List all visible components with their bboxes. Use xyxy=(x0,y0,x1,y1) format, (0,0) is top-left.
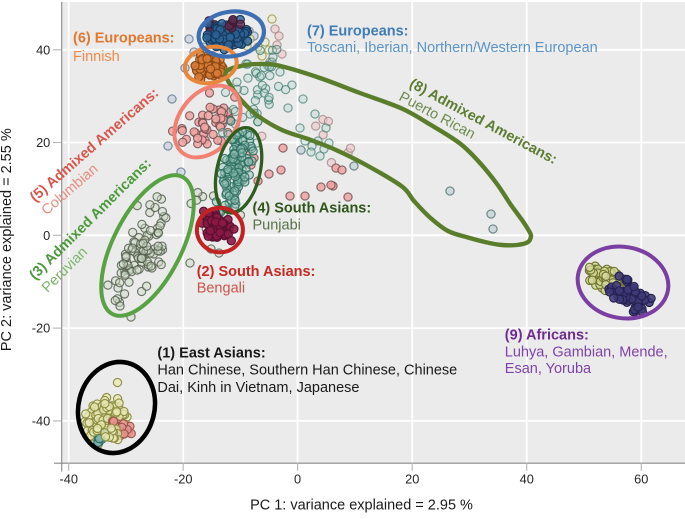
svg-text:60: 60 xyxy=(634,471,648,486)
svg-text:(1) East Asians:: (1) East Asians: xyxy=(157,345,265,361)
svg-text:-40: -40 xyxy=(32,414,51,429)
svg-text:Luhya, Gambian, Mende,: Luhya, Gambian, Mende, xyxy=(505,344,668,360)
svg-text:(2) South Asians:: (2) South Asians: xyxy=(197,264,316,280)
svg-text:Toscani, Iberian, Northern/Wes: Toscani, Iberian, Northern/Western Europ… xyxy=(307,40,598,56)
svg-text:20: 20 xyxy=(405,471,419,486)
svg-text:0: 0 xyxy=(294,471,301,486)
svg-text:(4) South Asians:: (4) South Asians: xyxy=(253,200,372,216)
svg-text:PC 2: variance explained = 2.5: PC 2: variance explained = 2.55 % xyxy=(0,128,15,351)
svg-text:0: 0 xyxy=(43,228,50,243)
svg-text:Esan, Yoruba: Esan, Yoruba xyxy=(505,361,592,377)
svg-text:(6) Europeans:: (6) Europeans: xyxy=(73,30,175,46)
svg-text:-20: -20 xyxy=(174,471,193,486)
svg-text:(9) Africans:: (9) Africans: xyxy=(505,328,589,344)
svg-text:(7) Europeans:: (7) Europeans: xyxy=(307,23,409,39)
svg-text:Han Chinese, Southern Han Chin: Han Chinese, Southern Han Chinese, Chine… xyxy=(157,363,457,379)
svg-text:-20: -20 xyxy=(32,321,51,336)
svg-text:40: 40 xyxy=(36,42,50,57)
svg-text:20: 20 xyxy=(36,135,50,150)
svg-text:Dai, Kinh in Vietnam, Japanese: Dai, Kinh in Vietnam, Japanese xyxy=(157,380,359,396)
svg-text:PC 1: variance explained = 2.9: PC 1: variance explained = 2.95 % xyxy=(250,498,473,514)
svg-text:Bengali: Bengali xyxy=(197,281,245,297)
svg-text:Punjabi: Punjabi xyxy=(253,217,301,233)
svg-text:-40: -40 xyxy=(59,471,78,486)
svg-text:40: 40 xyxy=(520,471,534,486)
svg-text:Finnish: Finnish xyxy=(73,49,120,65)
